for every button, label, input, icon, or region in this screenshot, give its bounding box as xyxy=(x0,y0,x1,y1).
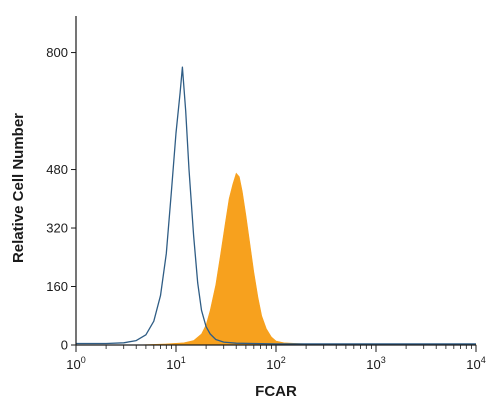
axes xyxy=(71,16,477,352)
x-tick-label: 101 xyxy=(166,355,185,372)
y-tick-label: 320 xyxy=(46,221,68,236)
histogram-filled-series xyxy=(136,172,477,346)
x-tick-label: 102 xyxy=(266,355,285,372)
y-tick-label: 160 xyxy=(46,279,68,294)
histogram-outline-series xyxy=(76,66,476,345)
plot-area xyxy=(76,66,477,346)
y-tick-label: 800 xyxy=(46,45,68,60)
x-axis-title: FCAR xyxy=(255,383,297,400)
x-tick-label: 100 xyxy=(66,355,85,372)
x-tick-label: 104 xyxy=(466,355,485,372)
tick-labels: 0 160 320 480 800 100 101 102 103 104 xyxy=(46,45,485,372)
y-tick-label: 0 xyxy=(61,338,68,353)
y-axis-title: Relative Cell Number xyxy=(10,113,27,263)
y-tick-label: 480 xyxy=(46,162,68,177)
x-tick-label: 103 xyxy=(366,355,385,372)
